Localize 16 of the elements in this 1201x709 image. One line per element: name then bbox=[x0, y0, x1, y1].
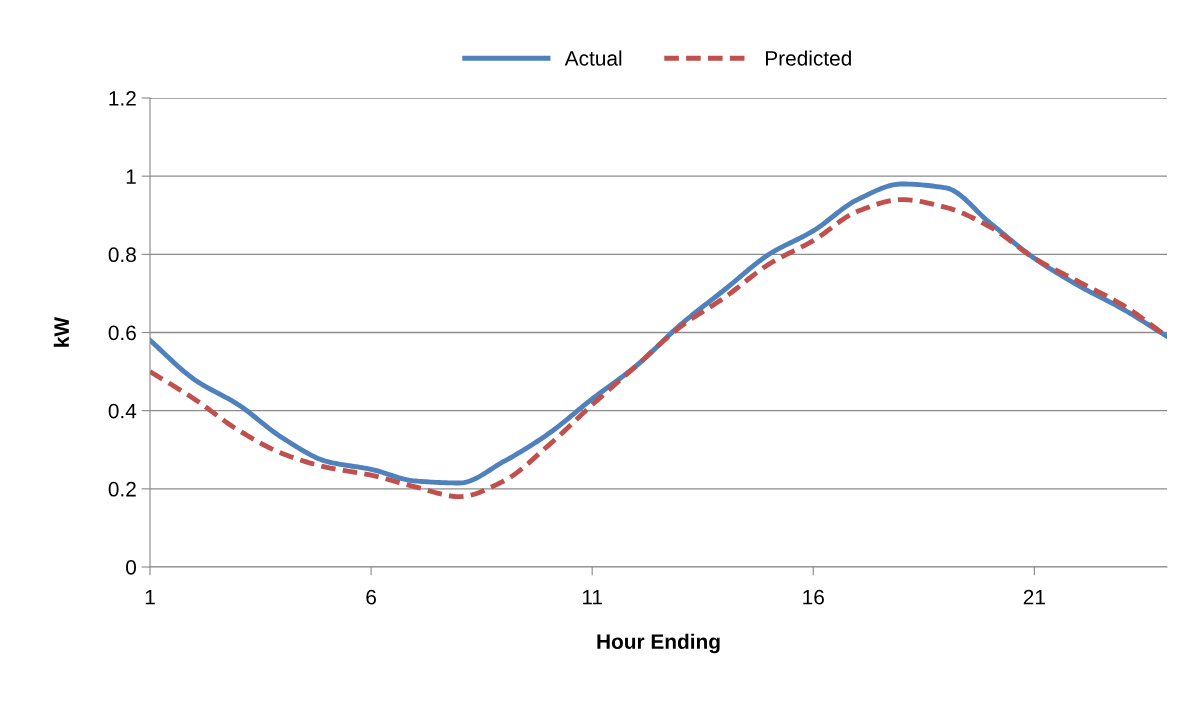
y-axis-title: kW bbox=[53, 316, 69, 347]
y-tick-label: 0 bbox=[126, 560, 136, 575]
x-tick-label: 11 bbox=[582, 589, 602, 605]
x-tick-label: 6 bbox=[366, 589, 376, 605]
legend-label: Actual bbox=[564, 50, 622, 66]
y-tick-label: 1.2 bbox=[109, 91, 136, 106]
x-axis-title: Hour Ending bbox=[597, 633, 720, 654]
x-tick-label: 21 bbox=[1023, 589, 1045, 605]
y-tick-label: 1 bbox=[126, 169, 136, 184]
legend-label: Predicted bbox=[765, 50, 851, 66]
y-tick-label: 0.4 bbox=[108, 403, 137, 419]
y-tick-label: 0.8 bbox=[108, 247, 136, 263]
y-tick-label: 0.2 bbox=[108, 481, 136, 497]
x-tick-label: 1 bbox=[145, 589, 155, 605]
x-tick-label: 16 bbox=[803, 589, 824, 605]
y-tick-label: 0.6 bbox=[108, 325, 136, 341]
